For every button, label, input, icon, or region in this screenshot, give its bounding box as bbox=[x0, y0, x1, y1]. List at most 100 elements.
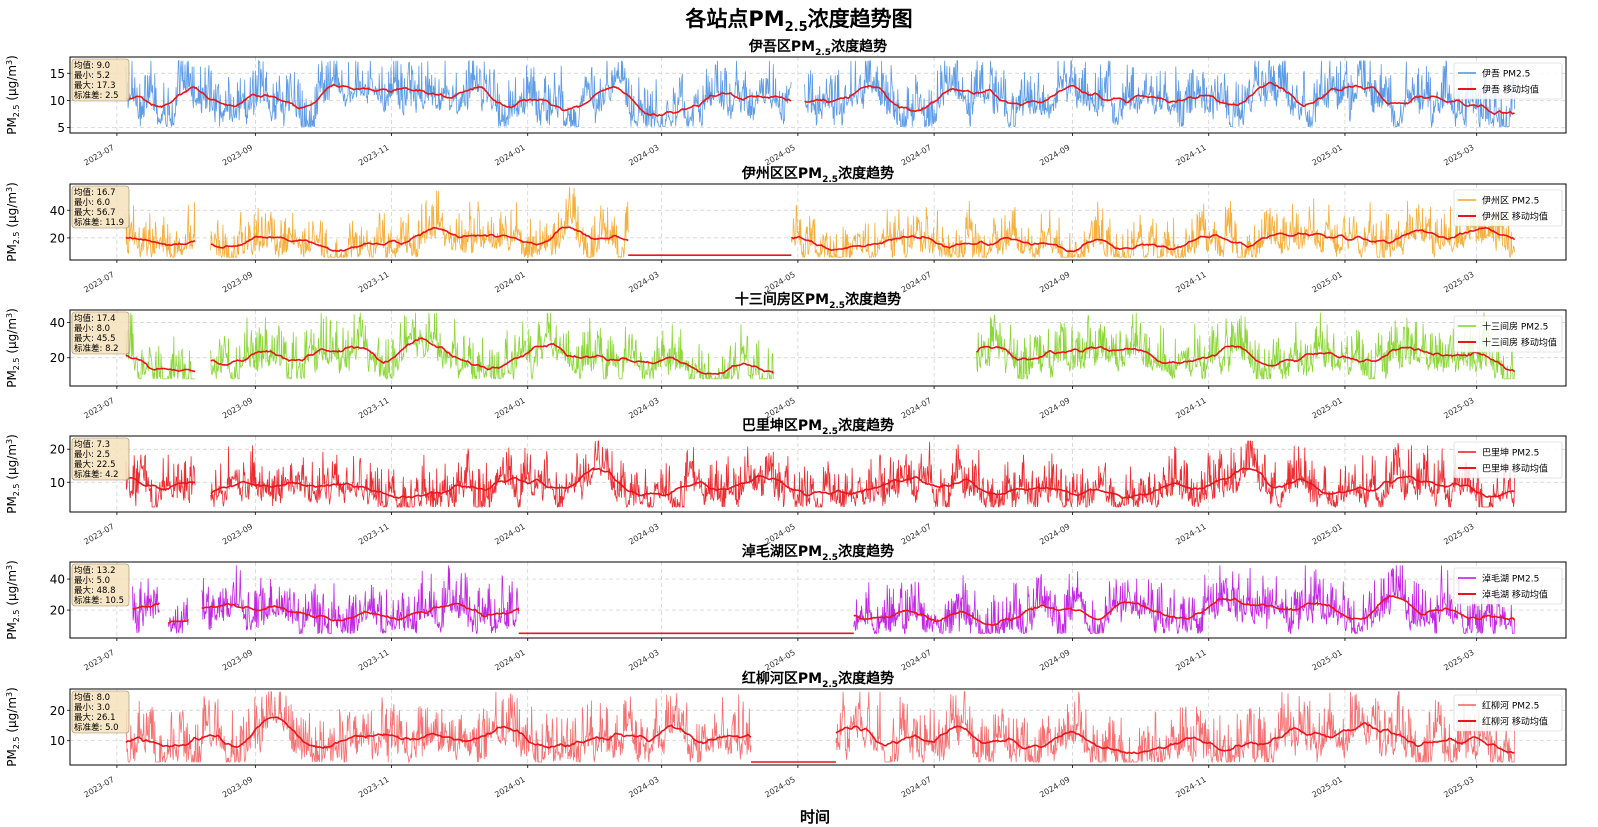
stats-row: 最小: 5.0 bbox=[74, 575, 110, 586]
x-tick-label: 2024-09 bbox=[1038, 270, 1071, 295]
y-tick-label: 15 bbox=[50, 67, 65, 81]
y-axis-label-sup: 3 bbox=[5, 187, 14, 192]
x-tick-label: 2024-11 bbox=[1174, 143, 1207, 168]
stats-row: 最大: 26.1 bbox=[74, 712, 116, 723]
x-tick-label: 2023-11 bbox=[357, 775, 390, 800]
x-tick-label: 2023-09 bbox=[221, 522, 254, 547]
x-tick-label: 2025-01 bbox=[1310, 648, 1343, 673]
legend-label-raw: 淖毛湖 PM2.5 bbox=[1482, 573, 1539, 585]
plot-frame bbox=[69, 688, 1567, 766]
series-raw-line bbox=[125, 187, 1515, 259]
x-tick-label: 2024-09 bbox=[1038, 775, 1071, 800]
x-tick-label: 2024-09 bbox=[1038, 143, 1071, 168]
x-tick-label: 2024-07 bbox=[900, 775, 933, 800]
y-tick-label: 10 bbox=[50, 476, 65, 490]
y-axis-label: PM2.5 (μg/m3) bbox=[5, 687, 21, 767]
x-tick-label: 2024-03 bbox=[627, 270, 660, 295]
series-raw-line bbox=[125, 440, 1515, 509]
x-tick-label: 2024-03 bbox=[627, 143, 660, 168]
y-axis-label-sup: 3 bbox=[5, 60, 14, 65]
x-tick-label: 2023-11 bbox=[357, 522, 390, 547]
legend-label-ma: 十三间房 移动均值 bbox=[1482, 337, 1557, 349]
x-tick-label: 2025-03 bbox=[1442, 775, 1475, 800]
y-axis-label: PM2.5 (μg/m3) bbox=[5, 182, 21, 262]
legend: 巴里坤 PM2.5 巴里坤 移动均值 bbox=[1453, 441, 1563, 479]
x-tick-label: 2023-09 bbox=[221, 775, 254, 800]
stats-row: 最大: 22.5 bbox=[74, 459, 116, 470]
panel-title-sub: 2.5 bbox=[822, 427, 838, 437]
x-tick-label: 2024-07 bbox=[900, 396, 933, 421]
legend: 十三间房 PM2.5 十三间房 移动均值 bbox=[1453, 315, 1563, 353]
stats-row: 最小: 5.2 bbox=[74, 70, 110, 81]
x-tick-label: 2024-07 bbox=[900, 270, 933, 295]
x-tick-label: 2023-09 bbox=[221, 648, 254, 673]
legend-label-raw: 巴里坤 PM2.5 bbox=[1482, 447, 1539, 459]
x-tick-label: 2025-01 bbox=[1310, 143, 1343, 168]
y-axis-label-unit: (μg/m bbox=[5, 570, 19, 609]
stats-row: 最小: 2.5 bbox=[74, 449, 110, 460]
stats-row: 均值: 7.3 bbox=[74, 439, 110, 450]
stats-row: 标准差: 2.5 bbox=[74, 90, 119, 101]
y-axis-label-sub: 2.5 bbox=[12, 357, 21, 370]
series-moving-avg-line bbox=[125, 337, 1516, 375]
y-axis-label-sub: 2.5 bbox=[12, 483, 21, 496]
x-axis-label: 时间 bbox=[800, 808, 830, 826]
stats-row: 最小: 8.0 bbox=[74, 323, 110, 334]
x-tick-label: 2024-05 bbox=[763, 648, 796, 673]
stats-box-bg bbox=[71, 563, 130, 607]
y-tick-label: 20 bbox=[50, 231, 65, 245]
y-tick-label: 40 bbox=[50, 204, 65, 218]
x-tick-label: 2025-03 bbox=[1442, 648, 1475, 673]
x-tick-label: 2025-01 bbox=[1310, 775, 1343, 800]
series-moving-avg-line bbox=[125, 467, 1515, 499]
panel-title: 红柳河区PM2.5浓度趋势 bbox=[742, 670, 894, 690]
y-axis-label-close: ) bbox=[5, 560, 19, 565]
y-axis-label-sup: 3 bbox=[5, 692, 14, 697]
legend-label-ma: 伊吾 移动均值 bbox=[1482, 84, 1539, 96]
y-tick-label: 20 bbox=[50, 443, 65, 457]
x-tick-label: 2024-05 bbox=[763, 522, 796, 547]
legend: 伊吾 PM2.5 伊吾 移动均值 bbox=[1453, 62, 1563, 100]
x-tick-label: 2023-09 bbox=[221, 143, 254, 168]
legend-label-raw: 十三间房 PM2.5 bbox=[1482, 321, 1548, 333]
y-axis-label-prefix: PM bbox=[5, 622, 19, 640]
x-tick-label: 2024-01 bbox=[493, 396, 526, 421]
x-tick-label: 2023-09 bbox=[221, 270, 254, 295]
y-axis-label-prefix: PM bbox=[5, 496, 19, 514]
x-tick-label: 2025-03 bbox=[1442, 143, 1475, 168]
panel-title: 巴里坤区PM2.5浓度趋势 bbox=[742, 417, 894, 437]
x-tick-label: 2024-11 bbox=[1174, 648, 1207, 673]
series-raw-line bbox=[125, 59, 1515, 129]
y-tick-label: 40 bbox=[50, 316, 65, 330]
stats-row: 均值: 8.0 bbox=[74, 692, 110, 703]
stats-row: 最大: 45.5 bbox=[74, 333, 116, 344]
legend-label-ma: 淖毛湖 移动均值 bbox=[1482, 589, 1548, 601]
y-axis-label-close: ) bbox=[5, 182, 19, 187]
panel-title-suffix: 浓度趋势 bbox=[838, 543, 894, 560]
panel-title-sub: 2.5 bbox=[822, 175, 838, 185]
x-tick-label: 2023-07 bbox=[82, 396, 115, 421]
x-tick-label: 2025-03 bbox=[1442, 270, 1475, 295]
plot-frame bbox=[69, 183, 1567, 261]
x-tick-label: 2024-03 bbox=[627, 522, 660, 547]
stats-row: 标准差: 10.5 bbox=[74, 595, 124, 606]
y-axis-label-unit: (μg/m bbox=[5, 697, 19, 736]
x-tick-label: 2024-07 bbox=[900, 648, 933, 673]
y-tick-label: 10 bbox=[50, 94, 65, 108]
x-tick-label: 2023-11 bbox=[357, 396, 390, 421]
y-axis-label-prefix: PM bbox=[5, 244, 19, 262]
figure-title: 各站点PM2.5浓度趋势图 bbox=[684, 7, 912, 35]
y-axis-label-sub: 2.5 bbox=[12, 609, 21, 622]
x-tick-label: 2023-07 bbox=[82, 143, 115, 168]
legend-label-raw: 红柳河 PM2.5 bbox=[1482, 700, 1539, 712]
legend-bg bbox=[1453, 315, 1563, 353]
y-axis-label-prefix: PM bbox=[5, 370, 19, 388]
x-tick-label: 2025-03 bbox=[1442, 522, 1475, 547]
x-tick-label: 2025-01 bbox=[1310, 396, 1343, 421]
x-tick-label: 2024-05 bbox=[763, 775, 796, 800]
